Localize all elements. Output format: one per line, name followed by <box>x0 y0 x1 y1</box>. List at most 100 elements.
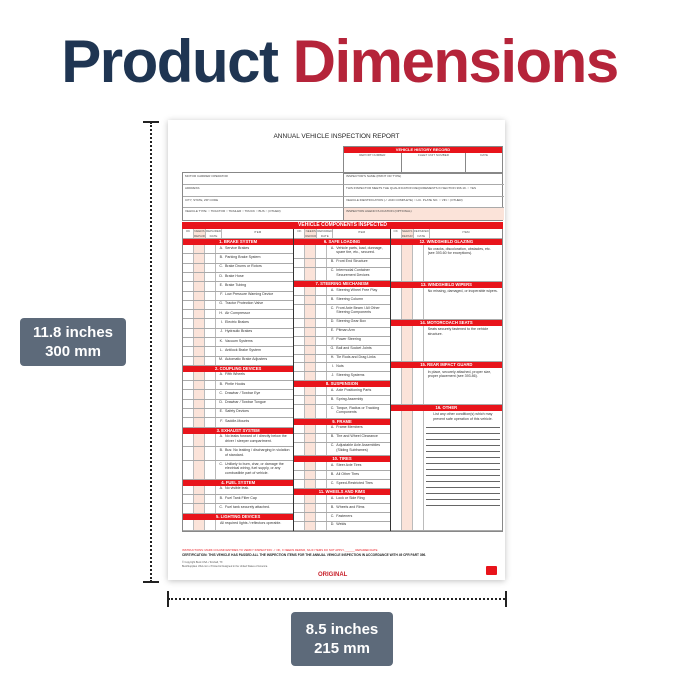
needs-repair-checkbox <box>194 519 205 530</box>
needs-repair-checkbox <box>194 485 205 495</box>
inspection-item-row[interactable]: C. Torque, Radius or Tracking Components <box>294 405 390 419</box>
inspection-item-row[interactable]: F. Saddle-Mounts <box>183 418 294 428</box>
inspection-item-row[interactable]: H. Air Compressor <box>183 310 294 320</box>
inspection-item-row[interactable]: A. Axle Positioning Parts <box>294 387 390 397</box>
width-inches: 8.5 inches <box>305 621 379 638</box>
item-letter: D. <box>219 400 223 405</box>
inspection-item-row[interactable]: C. Fuel tank securely attached. <box>183 504 294 514</box>
ok-checkbox <box>294 363 306 372</box>
copy-label: ORIGINAL <box>318 572 348 578</box>
inspection-item-row[interactable]: B. Wheels and Rims <box>294 504 390 514</box>
inspection-item-row[interactable]: C. Brake Drums or Rotors <box>183 263 294 274</box>
inspection-item-row[interactable]: E. Pitman Arm <box>294 327 390 337</box>
inspection-item-row[interactable]: E. Brake Tubing <box>183 282 294 292</box>
item-cell: C. Brake Drums or Rotors <box>216 264 293 272</box>
inspection-item-row[interactable]: H. Tie Rods and Drag Links <box>294 354 390 364</box>
inspection-item-row[interactable]: B. Bus: No leaking / discharging in viola… <box>183 447 294 462</box>
inspection-item-row[interactable]: I. Nuts <box>294 363 390 373</box>
inspection-item-row[interactable]: B. Fuel Tank Filler Cap <box>183 495 294 505</box>
item-text: Steering Gear Box <box>336 319 366 324</box>
inspection-item-row[interactable]: B. Front End Structure <box>294 258 390 268</box>
inspection-item-row[interactable]: A. Lock or Side Ring <box>294 495 390 505</box>
ok-checkbox <box>183 245 194 254</box>
inspection-item-row[interactable]: B. Pintle Hooks <box>183 381 294 391</box>
ok-checkbox <box>183 461 194 479</box>
needs-repair-checkbox <box>305 372 317 381</box>
inspection-item-row[interactable]: A. Frame Members <box>294 424 390 434</box>
repaired-date-cell <box>413 287 424 319</box>
item-cell: L. Antilock Brake System <box>216 347 293 355</box>
inspection-item-row[interactable]: M. Automatic Brake Adjusters <box>183 356 294 366</box>
repaired-date-cell <box>205 408 216 418</box>
inspection-item-row[interactable]: Seats securely fastened to the vehicle s… <box>390 325 502 363</box>
inspection-item-row[interactable]: D. Steering Gear Box <box>294 318 390 328</box>
repaired-date-cell <box>316 442 328 456</box>
inspection-item-row[interactable]: C. Speed-Restricted Tires <box>294 480 390 490</box>
item-letter: M. <box>219 357 223 362</box>
column-header-row: OK NEEDS REPAIR REPAIRED DATE ITEM <box>183 229 294 240</box>
inspection-item-row[interactable]: C. Drawbar / Towbar Eye <box>183 390 294 400</box>
repaired-date-cell <box>413 368 424 404</box>
inspection-item-row[interactable]: No missing, damaged, or inoperable wiper… <box>390 287 502 320</box>
repaired-date-cell <box>205 390 216 399</box>
inspection-item-row[interactable]: F. Power Steering <box>294 336 390 346</box>
inspection-item-row[interactable]: G. Tractor Protection Valve <box>183 300 294 311</box>
inspection-item-row[interactable]: List any other condition(s) which may pr… <box>390 410 502 532</box>
needs-repair-header: NEEDS REPAIR <box>194 229 206 239</box>
inspection-item-row[interactable]: L. Antilock Brake System <box>183 347 294 357</box>
inspection-item-row[interactable]: All required lights / reflectors operabl… <box>183 519 294 531</box>
ok-checkbox <box>294 245 306 258</box>
inspection-item-row[interactable]: B. Steering Column <box>294 296 390 306</box>
section-title: 10. TIRES <box>294 456 390 463</box>
inspection-item-row[interactable]: C. Intermodal Container Securement Device… <box>294 267 390 282</box>
repaired-date-cell <box>316 433 328 442</box>
section-title: 12. WINDSHIELD GLAZING <box>390 239 502 246</box>
inspection-item-row[interactable]: A. No visible leak. <box>183 485 294 496</box>
vehicle-type-field: VEHICLE TYPE: ○ TRACTOR ○ TRAILER ○ TRUC… <box>183 208 344 220</box>
inspection-item-row[interactable]: K. Vacuum Systems <box>183 338 294 348</box>
inspection-item-row[interactable]: C. Fasteners <box>294 513 390 522</box>
item-letter: C. <box>219 504 223 509</box>
item-text: Brake Drums or Rotors <box>225 264 262 269</box>
note-line <box>425 434 500 441</box>
inspection-item-row[interactable]: J. Hydraulic Brakes <box>183 328 294 338</box>
inspection-item-row[interactable]: D. Welds <box>294 521 390 531</box>
item-letter: I. <box>332 363 335 368</box>
inspection-item-row[interactable]: F. Low Pressure Warning Device <box>183 291 294 301</box>
certification: CERTIFICATION: THIS VEHICLE HAS PASSED A… <box>182 553 427 557</box>
item-cell: E. Brake Tubing <box>216 282 293 290</box>
item-letter: B. <box>330 471 335 476</box>
ok-checkbox <box>294 396 306 405</box>
ok-checkbox <box>294 258 306 267</box>
inspection-item-row[interactable]: B. Spring Assembly <box>294 396 390 406</box>
item-letter: D. <box>330 522 335 527</box>
item-letter: F. <box>220 292 223 297</box>
inspection-item-row[interactable]: In place, securely attached, proper size… <box>390 368 502 405</box>
inspection-item-row[interactable]: C. Front Axle Beam / All Other Steering C… <box>294 305 390 319</box>
inspection-item-row[interactable]: I. Electric Brakes <box>183 319 294 329</box>
inspection-item-row[interactable]: No cracks, discoloration, obstacles, etc… <box>390 245 502 282</box>
inspection-item-row[interactable]: C. Adjustable Axle Assemblies (Sliding Su… <box>294 442 390 457</box>
inspection-item-row[interactable]: A. Fifth Wheels <box>183 371 294 382</box>
ok-checkbox <box>294 336 306 345</box>
form-title: ANNUAL VEHICLE INSPECTION REPORT <box>273 133 400 140</box>
inspection-item-row[interactable]: J. Steering Systems <box>294 372 390 382</box>
inspection-item-row[interactable]: C. Unlikely to burn, char, or damage the … <box>183 461 294 480</box>
item-letter: B. <box>330 396 335 401</box>
inspection-item-row[interactable]: B. Tire and Wheel Clearance <box>294 433 390 443</box>
inspection-item-row[interactable]: A. Steer Axle Tires <box>294 462 390 472</box>
needs-repair-checkbox <box>305 296 317 305</box>
inspection-item-row[interactable]: D. Brake Hose <box>183 273 294 283</box>
needs-repair-checkbox <box>194 495 205 504</box>
inspection-item-row[interactable]: D. Drawbar / Towbar Tongue <box>183 399 294 409</box>
inspection-item-row[interactable]: B. Parking Brake System <box>183 254 294 264</box>
inspection-item-row[interactable]: G. Ball and Socket Joints <box>294 345 390 355</box>
inspection-item-row[interactable]: A. No leaks forward of / directly below t… <box>183 433 294 448</box>
inspection-item-row[interactable]: A. Service Brakes <box>183 245 294 255</box>
item-letter: E. <box>219 409 223 414</box>
inspection-item-row[interactable]: A. Vehicle parts, load, dunnage, spare ti… <box>294 245 390 259</box>
inspection-item-row[interactable]: E. Safety Devices <box>183 408 294 419</box>
inspection-item-row[interactable]: A. Steering Wheel Free Play <box>294 287 390 297</box>
inspection-item-row[interactable]: B. All Other Tires <box>294 471 390 481</box>
repaired-date-cell <box>205 399 216 408</box>
